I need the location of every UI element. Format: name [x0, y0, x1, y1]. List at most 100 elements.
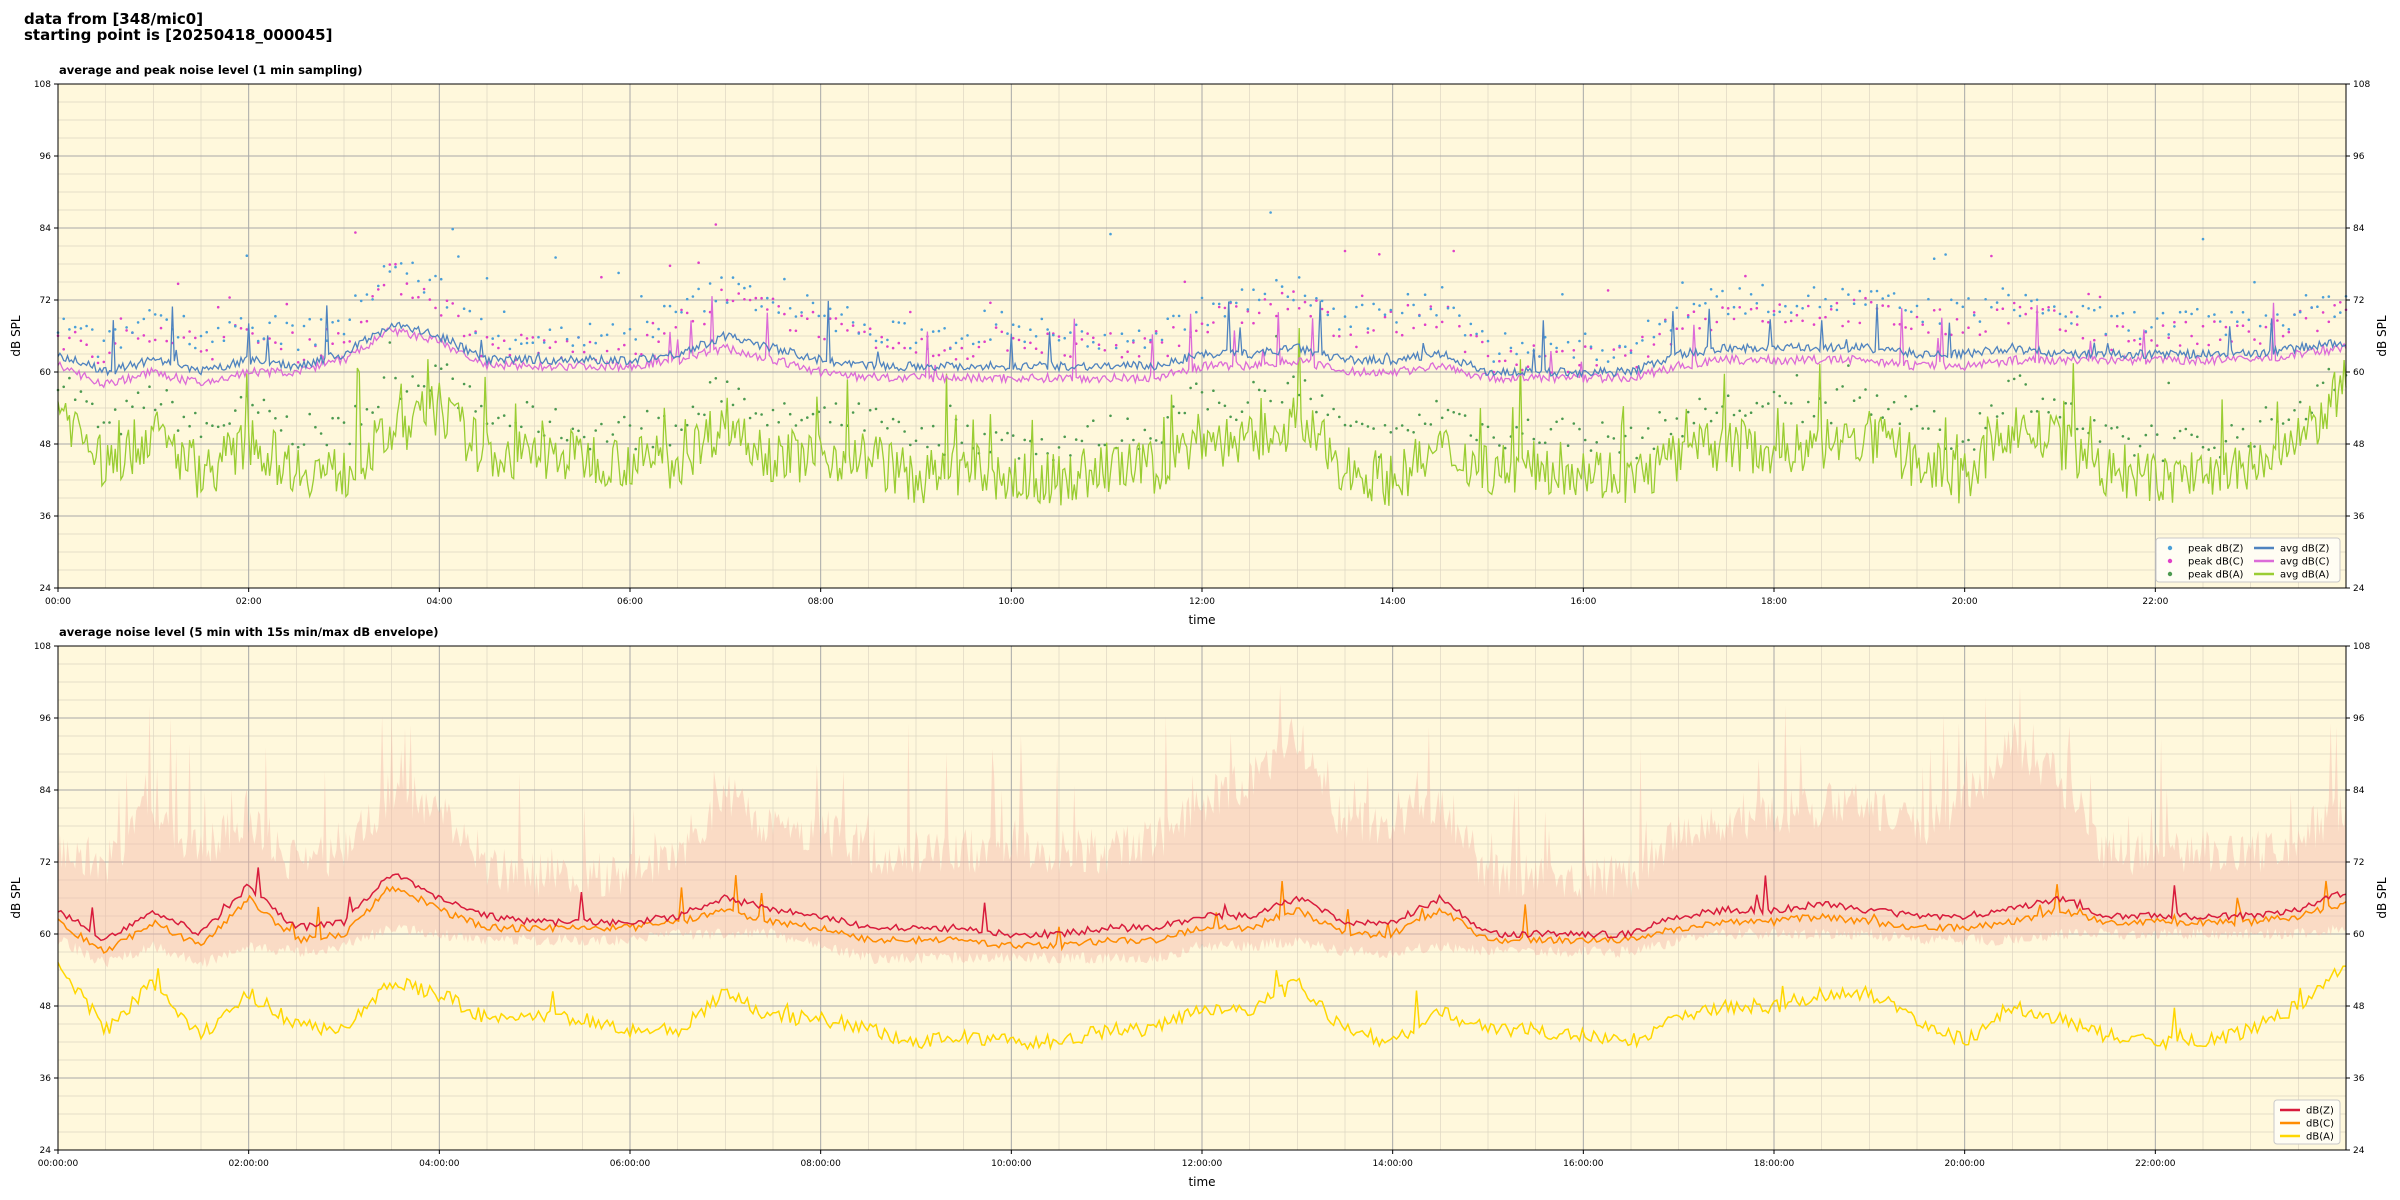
data-point: [1932, 257, 1936, 261]
data-point: [1732, 305, 1736, 309]
data-point: [949, 347, 952, 351]
data-point: [685, 297, 689, 301]
data-point: [2041, 397, 2045, 401]
x-tick-label: 04:00:00: [419, 1159, 460, 1169]
data-point: [2098, 295, 2102, 299]
data-point: [651, 445, 655, 449]
data-point: [1692, 421, 1696, 425]
data-point: [113, 328, 117, 331]
data-point: [371, 295, 374, 298]
data-point: [1183, 280, 1187, 284]
data-point: [1034, 452, 1038, 456]
data-point: [1852, 298, 1856, 302]
data-point: [1023, 346, 1026, 350]
data-point: [1961, 440, 1965, 443]
data-point: [1309, 304, 1312, 307]
data-point: [1950, 298, 1953, 302]
data-point: [1686, 314, 1690, 317]
data-point: [1818, 316, 1822, 320]
legend-label: peak dB(A): [2188, 570, 2244, 581]
y-tick-label: 72: [40, 296, 51, 306]
data-point: [1212, 321, 1215, 324]
data-point: [222, 335, 226, 339]
data-point: [582, 350, 586, 354]
y-tick-label-right: 72: [2353, 858, 2364, 868]
data-point: [1292, 298, 1295, 302]
legend-marker: [2167, 545, 2173, 551]
data-point: [325, 443, 329, 447]
data-point: [1755, 401, 1759, 405]
data-point: [1738, 287, 1741, 290]
header-source: data from [348/mic0]: [24, 10, 204, 28]
data-point: [880, 420, 883, 424]
data-point: [1858, 396, 1862, 399]
data-point: [2281, 422, 2285, 425]
data-point: [1063, 354, 1066, 357]
data-point: [79, 390, 83, 393]
data-point: [903, 430, 906, 433]
data-point: [2127, 339, 2130, 343]
data-point: [1635, 456, 1638, 460]
data-point: [926, 445, 929, 449]
legend-label: dB(Z): [2306, 1106, 2334, 1117]
data-point: [1755, 302, 1759, 305]
data-point: [165, 339, 168, 343]
data-point: [1566, 444, 1570, 448]
data-point: [119, 432, 123, 436]
data-point: [680, 311, 683, 314]
x-tick-label: 00:00: [45, 597, 71, 607]
data-point: [1423, 422, 1427, 426]
data-point: [394, 376, 397, 380]
data-point: [502, 339, 506, 343]
data-point: [2133, 454, 2136, 457]
data-point: [691, 319, 695, 323]
data-point: [874, 407, 878, 411]
data-point: [748, 298, 752, 302]
data-point: [2213, 320, 2216, 323]
data-point: [216, 305, 220, 309]
y-tick-label: 48: [40, 1002, 52, 1012]
data-point: [2247, 318, 2251, 322]
data-point: [102, 360, 106, 364]
data-point: [1034, 347, 1038, 351]
data-point: [1092, 340, 1095, 344]
data-point: [703, 413, 706, 417]
data-point: [1132, 438, 1135, 442]
data-point: [502, 414, 506, 417]
data-point: [1366, 425, 1370, 428]
data-point: [228, 321, 231, 324]
data-point: [1080, 338, 1084, 341]
data-point: [131, 331, 134, 334]
data-point: [800, 418, 803, 422]
data-point: [577, 429, 580, 433]
data-point: [1515, 425, 1518, 429]
data-point: [2058, 312, 2062, 316]
data-point: [274, 417, 277, 420]
data-point: [966, 357, 969, 361]
data-point: [1618, 344, 1621, 348]
data-point: [600, 422, 603, 426]
data-point: [1561, 417, 1564, 421]
data-point: [743, 397, 746, 401]
data-point: [1469, 322, 1473, 326]
data-point: [1606, 360, 1610, 363]
data-point: [760, 413, 763, 416]
data-point: [1852, 302, 1856, 306]
data-point: [2007, 321, 2010, 325]
data-point: [2093, 338, 2096, 342]
data-point: [903, 322, 906, 325]
data-point: [2030, 410, 2033, 413]
data-point: [766, 296, 769, 300]
data-point: [897, 321, 901, 324]
y-axis-label-right: dB SPL: [2375, 877, 2389, 919]
data-point: [788, 307, 792, 310]
data-point: [1503, 359, 1507, 363]
y-tick-label-right: 36: [2353, 512, 2365, 522]
data-point: [2058, 328, 2062, 331]
data-point: [628, 424, 632, 427]
data-point: [1126, 417, 1129, 421]
data-point: [2298, 310, 2302, 314]
data-point: [1646, 427, 1650, 430]
data-point: [1566, 370, 1570, 374]
data-point: [1726, 307, 1730, 310]
